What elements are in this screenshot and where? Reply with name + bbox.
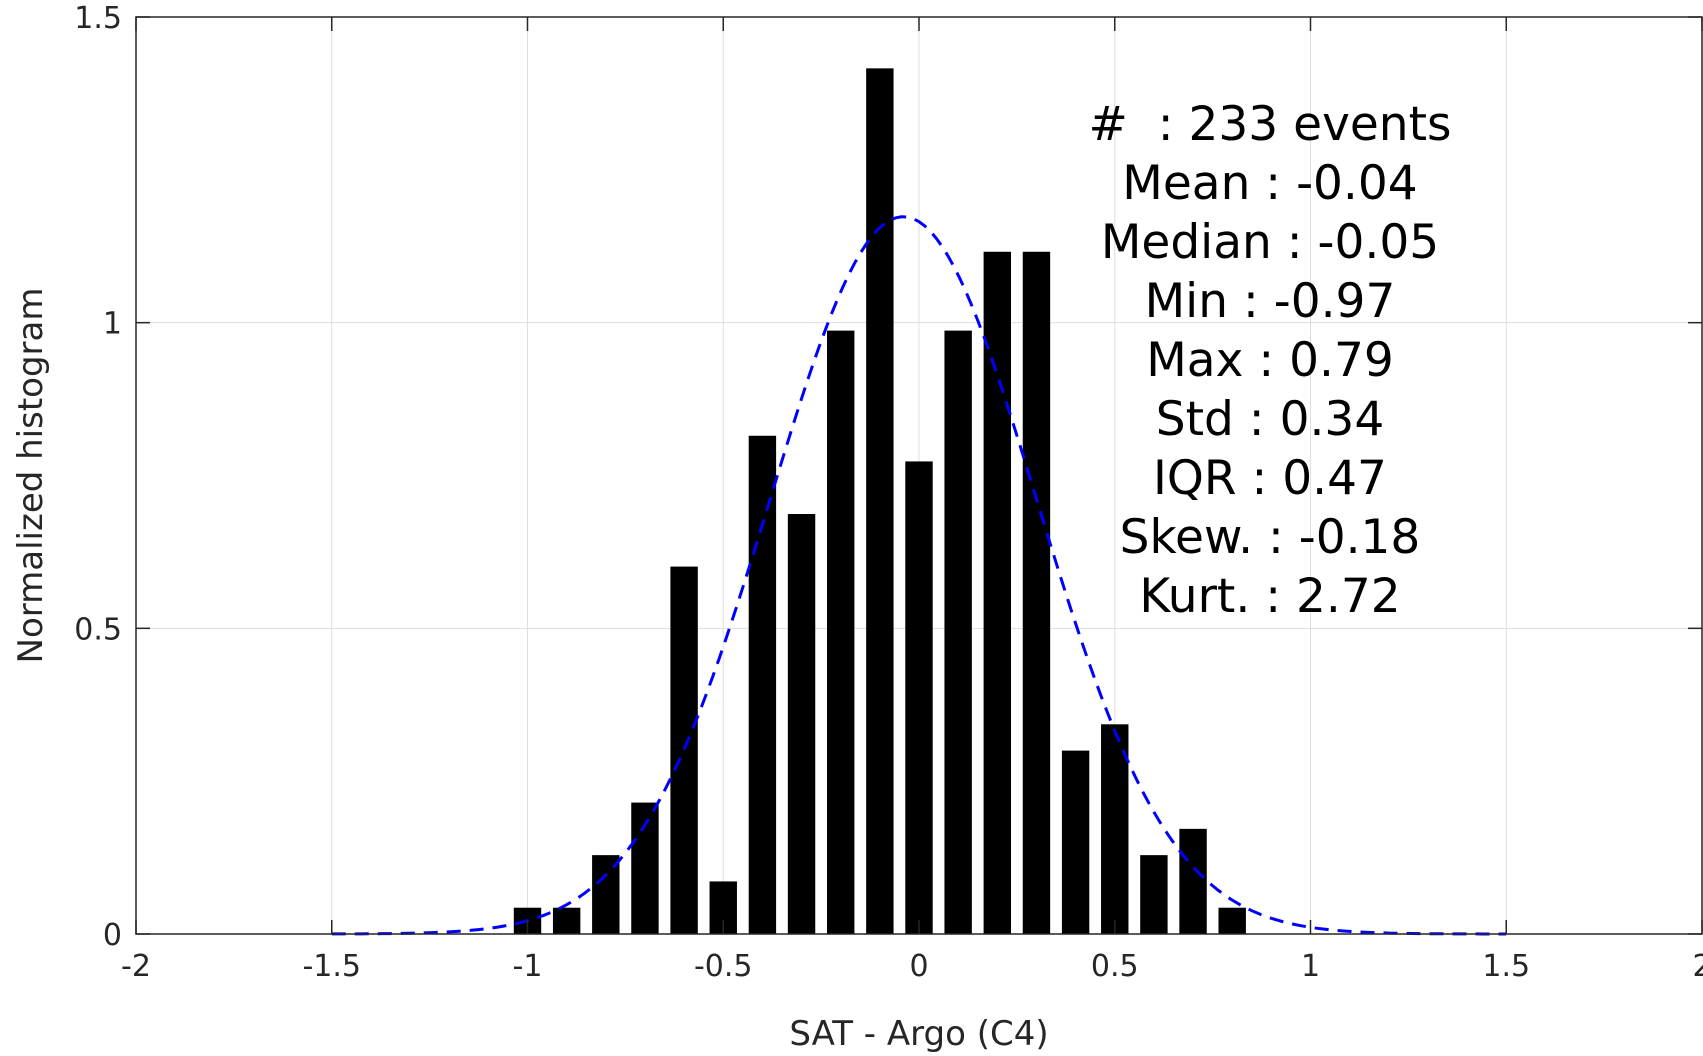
histogram-bar (552, 907, 581, 934)
stat-line: Mean : -0.04 (1122, 156, 1417, 211)
histogram-bar (1022, 251, 1051, 934)
histogram-bars (513, 68, 1246, 935)
x-tick-label: 1.5 (1482, 949, 1530, 984)
axis-ticks (135, 16, 1703, 935)
x-tick-labels: -2 -1.5 -1 -0.5 0 0.5 1 1.5 2 (121, 949, 1703, 984)
x-tick-label: 0 (909, 949, 928, 984)
x-tick-label: 0.5 (1091, 949, 1139, 984)
y-tick-labels: 0 0.5 1 1.5 (74, 1, 122, 953)
histogram-bar (592, 855, 620, 934)
histogram-bar (787, 514, 816, 934)
histogram-bar (1179, 828, 1207, 934)
x-tick-label: 2 (1692, 949, 1703, 984)
histogram-bar (748, 435, 777, 934)
stat-line: Max : 0.79 (1146, 333, 1394, 388)
y-tick-label: 0.5 (74, 612, 122, 647)
histogram-bar (1218, 907, 1246, 934)
stat-line: Kurt. : 2.72 (1139, 569, 1400, 624)
histogram-bar (826, 330, 855, 934)
x-tick-label: -1 (513, 949, 543, 984)
y-tick-label: 1.5 (74, 1, 122, 36)
stat-line: Min : -0.97 (1145, 274, 1396, 329)
x-tick-label: 1 (1301, 949, 1320, 984)
histogram-bar (1140, 855, 1168, 934)
y-tick-label: 0 (103, 918, 122, 953)
histogram-bar (905, 461, 933, 934)
stat-line: Median : -0.05 (1101, 215, 1439, 270)
histogram-bar (1101, 724, 1129, 934)
histogram-bar (983, 251, 1012, 934)
histogram-bar (944, 330, 972, 934)
histogram-bar (1061, 750, 1090, 934)
x-tick-label: -2 (121, 949, 151, 984)
stat-line: # : 233 events (1088, 97, 1451, 152)
x-axis-label: SAT - Argo (C4) (789, 1014, 1048, 1054)
x-tick-label: -0.5 (694, 949, 753, 984)
stat-line: Std : 0.34 (1156, 392, 1384, 447)
stat-line: Skew. : -0.18 (1120, 510, 1421, 565)
y-axis-label: Normalized histogram (11, 288, 51, 664)
x-tick-label: -1.5 (302, 949, 361, 984)
histogram-bar (670, 566, 698, 934)
y-tick-label: 1 (103, 307, 122, 342)
histogram-bar (866, 68, 894, 935)
stat-line: IQR : 0.47 (1153, 451, 1387, 506)
